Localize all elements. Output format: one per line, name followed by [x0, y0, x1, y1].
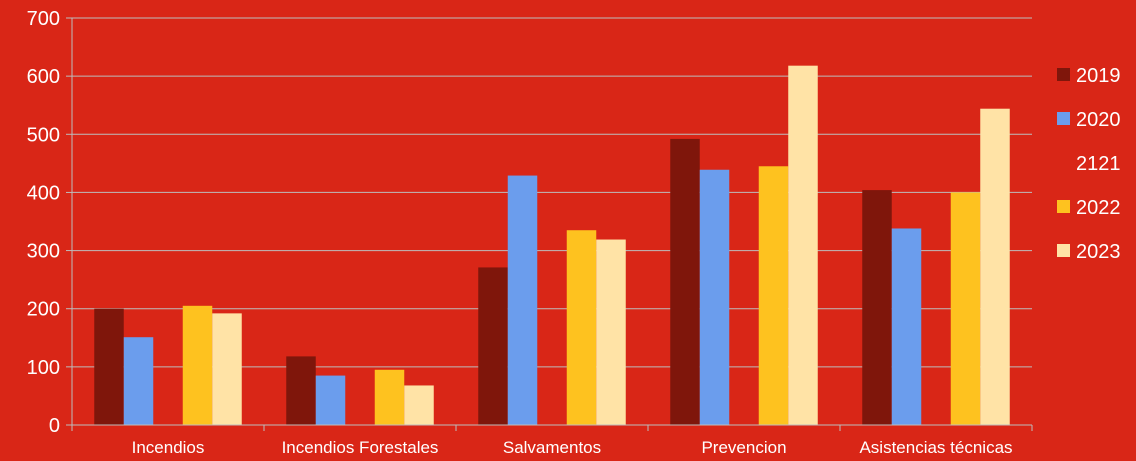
y-tick-label: 200: [27, 299, 60, 321]
x-category-label: Asistencias técnicas: [859, 438, 1012, 457]
y-tick-label: 0: [49, 415, 60, 437]
bar-2020-3: [699, 169, 730, 425]
bar-2022-3: [758, 166, 789, 425]
x-category-label: Prevencion: [701, 438, 786, 457]
y-tick-label: 500: [27, 124, 60, 146]
x-category-label: Incendios Forestales: [282, 438, 439, 457]
bar-2019-2: [478, 267, 508, 425]
y-tick-label: 600: [27, 66, 60, 88]
bar-2020-1: [315, 375, 346, 425]
bar-2022-1: [374, 369, 405, 425]
x-axis-category-labels: Incendios Incendios Forestales Salvamentos…: [132, 438, 1013, 457]
legend-label: 2121: [1076, 153, 1121, 175]
bar-2022-2: [566, 230, 597, 425]
bar-2023-0: [212, 313, 242, 425]
legend: 2019 2020 2121 2022 2023: [1057, 65, 1121, 263]
legend-swatch-2019: [1057, 68, 1070, 81]
y-tick-label: 700: [27, 8, 60, 30]
bar-2019-3: [670, 138, 700, 426]
y-tick-label: 100: [27, 357, 60, 379]
bar-2019-0: [94, 308, 124, 425]
x-category-label: Salvamentos: [503, 438, 601, 457]
y-tick-label: 400: [27, 182, 60, 204]
x-category-label: Incendios: [132, 438, 205, 457]
y-axis-tick-labels: 0 100 200 300 400 500 600 700: [27, 8, 60, 437]
legend-swatch-2121: [1057, 156, 1070, 169]
bar-2022-0: [182, 305, 213, 425]
bar-2023-4: [980, 108, 1010, 426]
legend-label: 2023: [1076, 241, 1121, 263]
bar-2022-4: [950, 192, 981, 425]
bar-2023-3: [788, 65, 818, 426]
legend-label: 2019: [1076, 65, 1121, 87]
bar-2019-1: [286, 356, 316, 425]
bar-2020-2: [507, 175, 538, 425]
x-axis: [66, 17, 1033, 431]
legend-swatch-2023: [1057, 244, 1070, 257]
bars: [94, 65, 1010, 426]
bar-2023-1: [404, 385, 434, 425]
legend-swatch-2020: [1057, 112, 1070, 125]
bar-2020-4: [891, 228, 922, 425]
bar-2023-2: [596, 239, 626, 425]
y-tick-label: 300: [27, 241, 60, 263]
bar-2019-4: [862, 190, 892, 425]
gridlines: [72, 17, 1032, 368]
bar-2020-0: [123, 337, 154, 425]
legend-label: 2020: [1076, 109, 1121, 131]
legend-label: 2022: [1076, 197, 1121, 219]
legend-swatch-2022: [1057, 200, 1070, 213]
